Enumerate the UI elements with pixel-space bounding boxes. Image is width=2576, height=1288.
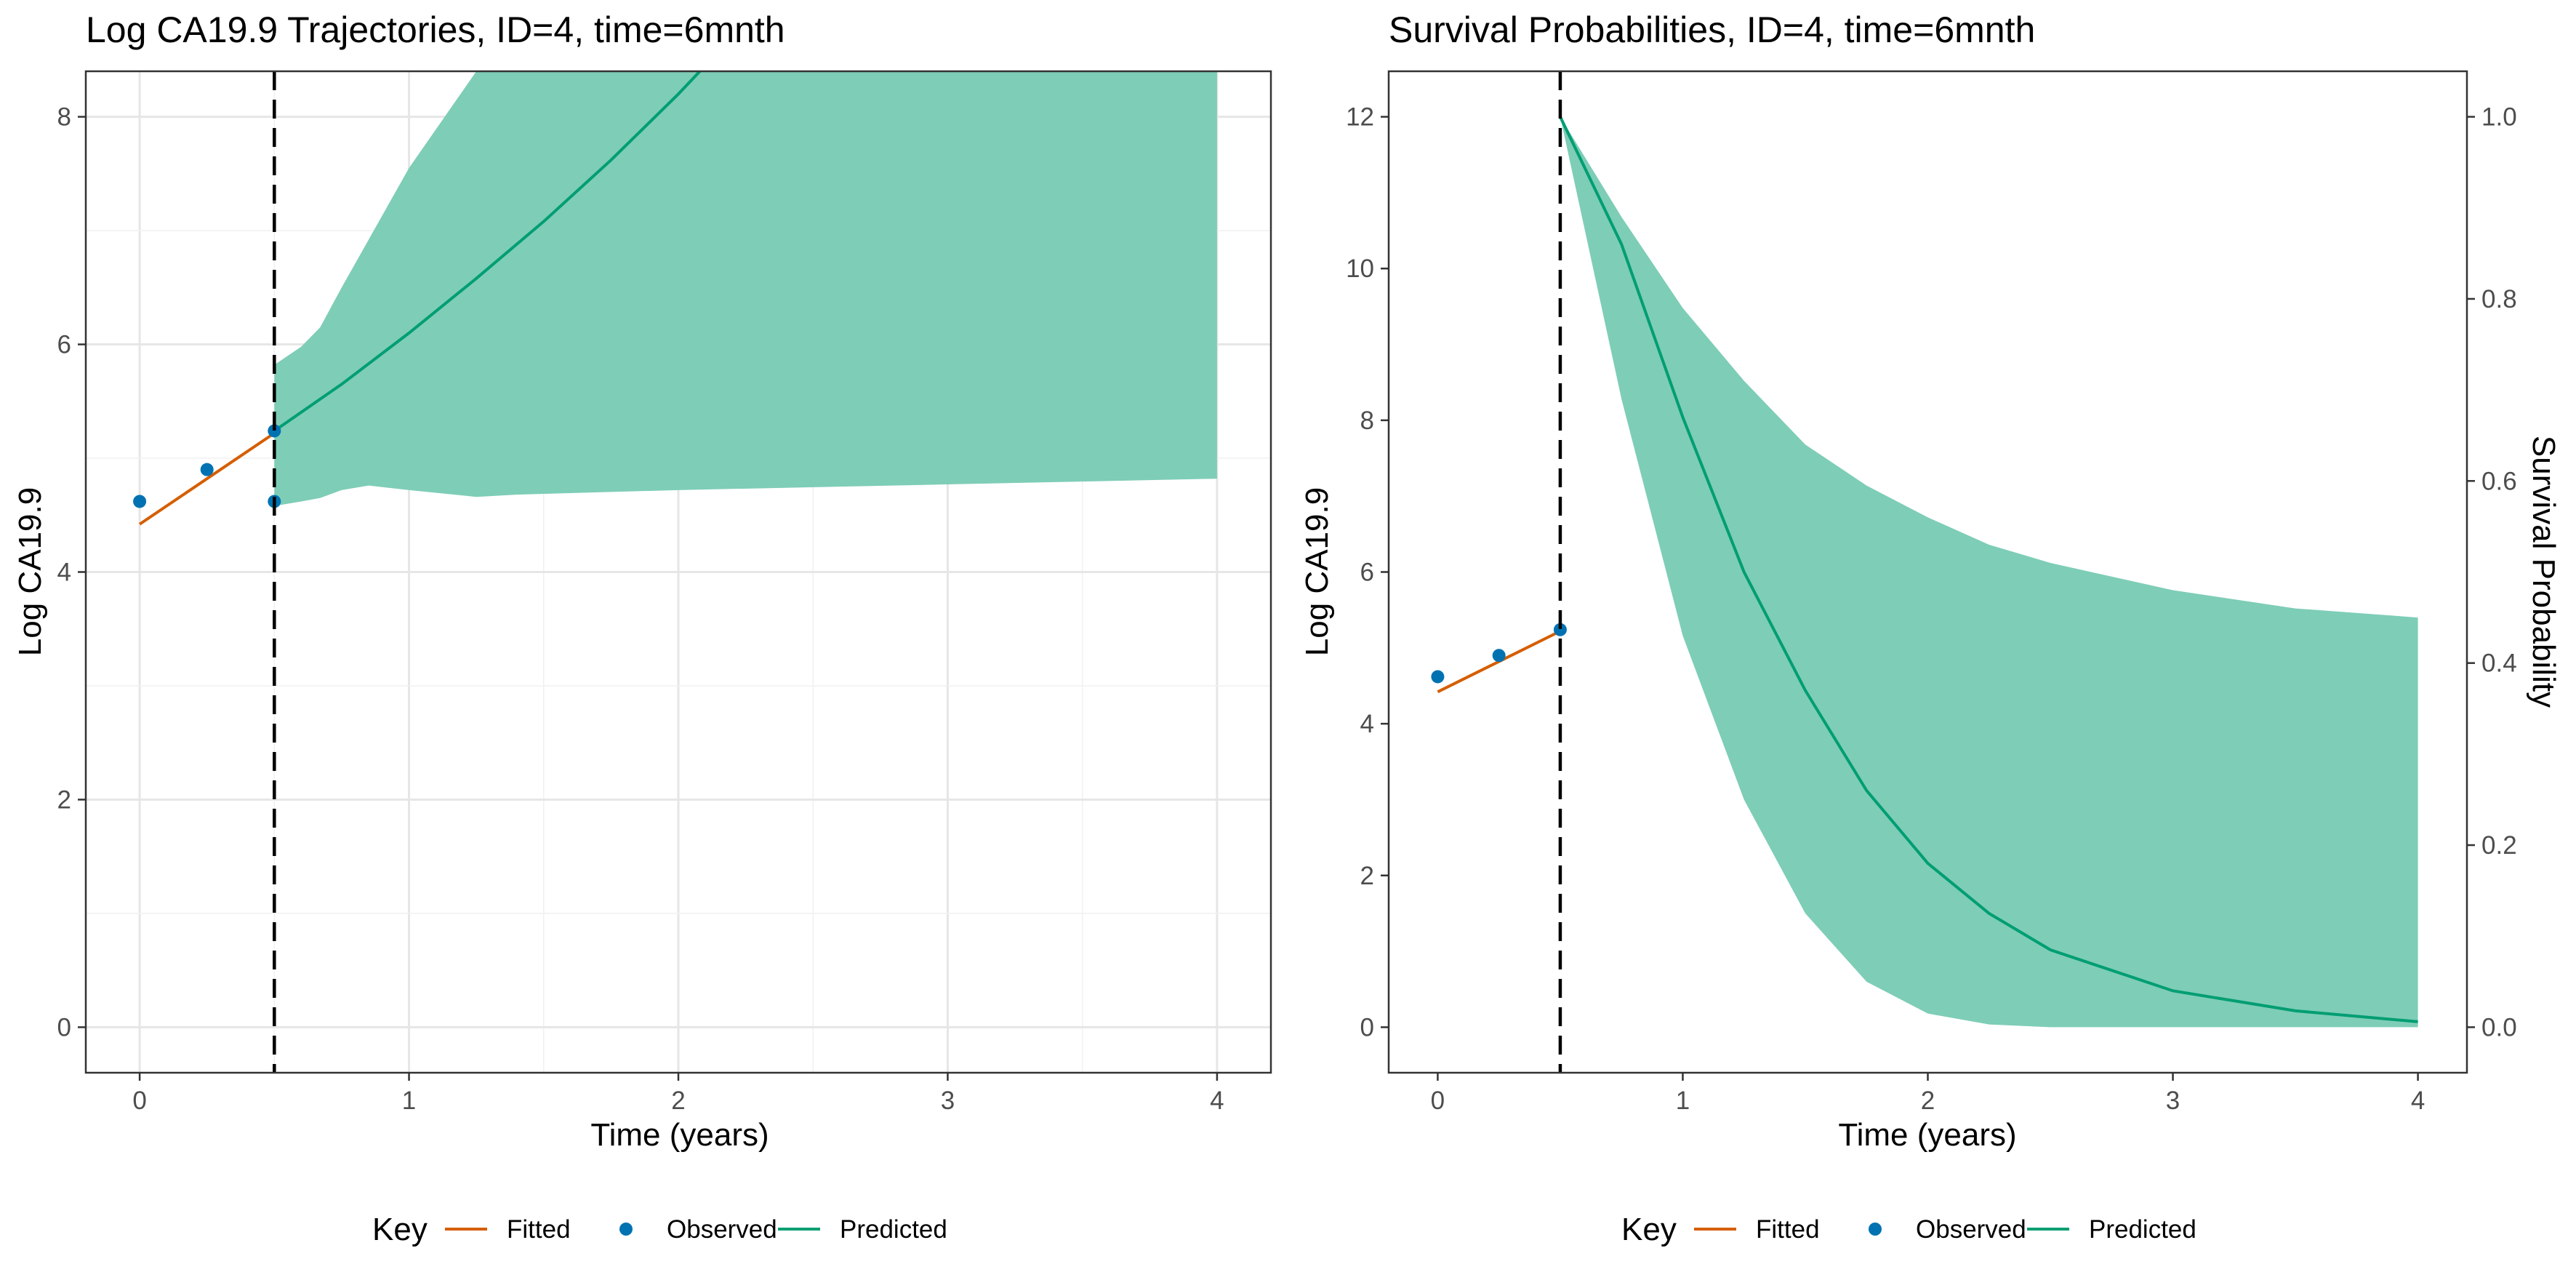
trajectory-predicted-band [274,71,1217,506]
x-tick-label: 3 [941,1087,955,1115]
legend-key-observed [1869,1223,1882,1236]
survival-y-ticks: 0 2 4 6 8 10 12 [1346,103,1389,1041]
x-tick-label: 2 [671,1087,685,1115]
legend-label-predicted: Predicted [840,1215,947,1244]
y2-tick-label: 0.0 [2481,1013,2517,1041]
trajectory-points [133,424,281,508]
trajectory-y-axis-label: Log CA19.9 [12,487,48,656]
y-tick-label: 0 [57,1013,71,1041]
survival-predicted-band [1560,116,2418,1028]
y-tick-label: 10 [1346,255,1374,283]
trajectory-y-ticks: 0 2 4 6 8 [57,103,86,1041]
legend-label-predicted: Predicted [2089,1215,2196,1244]
y-tick-label: 8 [1360,407,1374,435]
survival-observed-point [1431,670,1445,684]
legend-title: Key [372,1212,428,1247]
trajectory-lines [138,71,702,526]
x-tick-label: 1 [1676,1087,1690,1115]
legend-key-observed [619,1223,633,1236]
trajectory-predicted-line [273,71,702,433]
legend-label-observed: Observed [1916,1215,2026,1244]
x-tick-label: 2 [1921,1087,1935,1115]
survival-x-axis-label: Time (years) [1838,1117,2016,1153]
y2-tick-label: 0.6 [2481,467,2517,495]
legend-title: Key [1621,1212,1677,1247]
y2-tick-label: 1.0 [2481,103,2517,132]
legend-label-observed: Observed [667,1215,777,1244]
y-tick-label: 8 [57,103,71,132]
survival-y2-ticks: 0.0 0.2 0.4 0.6 0.8 1.0 [2467,103,2517,1041]
y-tick-label: 4 [1360,710,1374,738]
trajectory-observed-point [133,495,147,508]
y-tick-label: 2 [57,785,71,814]
trajectory-predicted-interval [274,71,1217,506]
x-tick-label: 4 [1210,1087,1224,1115]
trajectory-fitted-line [138,431,276,526]
trajectory-observed-point [200,463,214,476]
x-tick-label: 0 [1431,1087,1445,1115]
survival-points [1431,623,1567,684]
survival-legend: Key Fitted Observed Predicted [1621,1212,2196,1247]
survival-y-axis-label: Log CA19.9 [1299,487,1335,656]
y-tick-label: 6 [1360,559,1374,587]
y2-tick-label: 0.4 [2481,649,2517,678]
trajectory-x-axis-label: Time (years) [590,1117,769,1153]
legend-label-fitted: Fitted [1756,1215,1820,1244]
survival-x-ticks: 0 1 2 3 4 [1431,1073,2425,1115]
x-tick-label: 0 [132,1087,146,1115]
survival-predicted-line [1559,116,2418,1023]
survival-observed-point [1492,649,1506,663]
trajectory-chart-title: Log CA19.9 Trajectories, ID=4, time=6mnt… [86,9,785,50]
y-tick-label: 2 [1360,862,1374,890]
x-tick-label: 3 [2166,1087,2180,1115]
y2-tick-label: 0.2 [2481,831,2517,860]
trajectory-observed-point [268,424,281,438]
x-tick-label: 1 [402,1087,416,1115]
y-tick-label: 0 [1360,1013,1374,1041]
trajectory-legend: Key Fitted Observed Predicted [372,1212,947,1247]
survival-y2-axis-label: Survival Probability [2526,436,2561,708]
survival-predicted-interval [1560,116,2418,1028]
y-tick-label: 12 [1346,103,1374,132]
x-tick-label: 4 [2411,1087,2425,1115]
survival-chart: Survival Probabilities, ID=4, time=6mnth… [1299,9,2561,1153]
survival-observed-point [1553,623,1567,636]
trajectory-x-ticks: 0 1 2 3 4 [132,1073,1224,1115]
y2-tick-label: 0.8 [2481,285,2517,313]
legend-label-fitted: Fitted [507,1215,571,1244]
trajectory-chart: Log CA19.9 Trajectories, ID=4, time=6mnt… [12,9,1272,1153]
survival-chart-title: Survival Probabilities, ID=4, time=6mnth [1389,9,2035,50]
y-tick-label: 6 [57,331,71,359]
y-tick-label: 4 [57,559,71,587]
